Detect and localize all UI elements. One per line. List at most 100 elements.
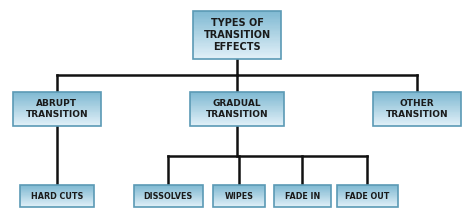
- Bar: [274, 195, 331, 196]
- Bar: [373, 103, 461, 104]
- Bar: [134, 185, 202, 186]
- Bar: [134, 197, 202, 198]
- Bar: [190, 102, 284, 103]
- Bar: [20, 201, 94, 202]
- Bar: [134, 193, 202, 194]
- Bar: [190, 104, 284, 105]
- Bar: [193, 39, 281, 41]
- Bar: [274, 200, 331, 201]
- Bar: [134, 204, 202, 205]
- Bar: [213, 185, 265, 186]
- Bar: [134, 190, 202, 191]
- Bar: [134, 195, 202, 196]
- Bar: [373, 101, 461, 102]
- Bar: [20, 198, 94, 199]
- Bar: [13, 93, 100, 94]
- Bar: [274, 202, 331, 203]
- Bar: [337, 188, 398, 189]
- Text: WIPES: WIPES: [225, 192, 254, 201]
- Bar: [13, 105, 100, 106]
- Bar: [190, 117, 284, 118]
- Bar: [190, 114, 284, 115]
- Bar: [193, 11, 281, 12]
- Bar: [190, 94, 284, 95]
- Bar: [190, 99, 284, 100]
- Bar: [190, 112, 284, 113]
- Bar: [373, 94, 461, 95]
- Bar: [274, 193, 331, 194]
- Bar: [134, 194, 202, 195]
- Bar: [193, 24, 281, 25]
- Bar: [20, 199, 94, 200]
- Bar: [274, 192, 331, 193]
- Bar: [190, 118, 284, 119]
- Bar: [337, 195, 398, 196]
- Bar: [213, 186, 265, 187]
- Bar: [13, 95, 100, 96]
- Bar: [274, 198, 331, 199]
- Bar: [193, 58, 281, 59]
- Bar: [190, 99, 284, 100]
- Bar: [190, 107, 284, 108]
- Bar: [20, 202, 94, 203]
- Text: ABRUPT
TRANSITION: ABRUPT TRANSITION: [26, 99, 88, 119]
- Bar: [20, 206, 94, 207]
- Bar: [13, 101, 100, 102]
- Bar: [373, 96, 461, 97]
- Bar: [337, 193, 398, 194]
- Bar: [373, 97, 461, 98]
- Bar: [193, 47, 281, 48]
- Bar: [274, 196, 331, 197]
- Bar: [213, 191, 265, 192]
- Bar: [337, 195, 398, 196]
- Bar: [190, 125, 284, 126]
- Bar: [13, 104, 100, 105]
- Bar: [274, 194, 331, 195]
- Bar: [213, 189, 265, 190]
- Bar: [373, 110, 461, 111]
- Bar: [190, 113, 284, 114]
- Bar: [13, 103, 100, 104]
- Bar: [20, 188, 94, 189]
- Bar: [274, 188, 331, 189]
- Bar: [337, 194, 398, 195]
- Bar: [20, 194, 94, 195]
- Bar: [193, 31, 281, 32]
- Bar: [373, 112, 461, 113]
- Bar: [20, 196, 94, 197]
- Bar: [213, 201, 265, 202]
- Bar: [13, 94, 100, 95]
- Text: TYPES OF
TRANSITION
EFFECTS: TYPES OF TRANSITION EFFECTS: [203, 18, 271, 52]
- Bar: [20, 193, 94, 194]
- Bar: [337, 200, 398, 201]
- Bar: [134, 201, 202, 202]
- Bar: [274, 203, 331, 204]
- Bar: [134, 205, 202, 206]
- Bar: [190, 105, 284, 106]
- Bar: [213, 196, 265, 197]
- Bar: [193, 55, 281, 56]
- Bar: [190, 95, 284, 96]
- Bar: [13, 102, 100, 103]
- Bar: [134, 193, 202, 194]
- Bar: [13, 122, 100, 123]
- Bar: [193, 14, 281, 16]
- Bar: [213, 192, 265, 193]
- Bar: [193, 34, 281, 35]
- Bar: [373, 99, 461, 100]
- Bar: [193, 12, 281, 13]
- Bar: [373, 116, 461, 117]
- Text: FADE IN: FADE IN: [285, 192, 320, 201]
- Bar: [20, 203, 94, 204]
- Bar: [274, 201, 331, 202]
- Bar: [134, 200, 202, 201]
- Bar: [190, 121, 284, 123]
- Bar: [213, 188, 265, 189]
- Bar: [193, 56, 281, 58]
- Bar: [213, 188, 265, 189]
- Bar: [213, 205, 265, 206]
- Bar: [193, 42, 281, 43]
- Bar: [13, 110, 100, 111]
- Bar: [13, 115, 100, 116]
- Bar: [337, 185, 398, 186]
